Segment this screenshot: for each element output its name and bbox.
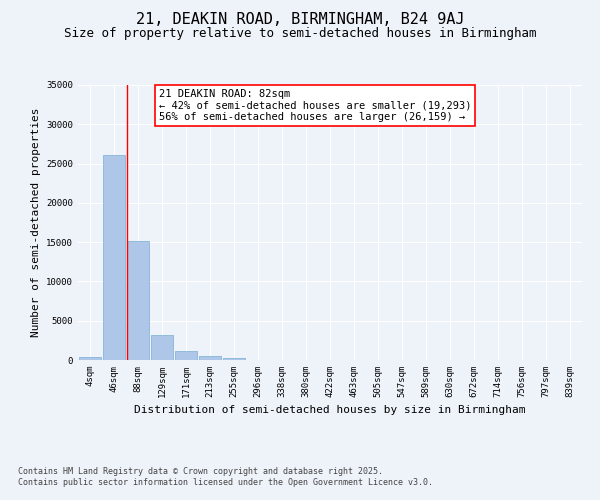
Bar [103,155,125,360]
Bar [223,358,245,360]
Text: 21 DEAKIN ROAD: 82sqm
← 42% of semi-detached houses are smaller (19,293)
56% of : 21 DEAKIN ROAD: 82sqm ← 42% of semi-deta… [158,89,471,122]
X-axis label: Distribution of semi-detached houses by size in Birmingham: Distribution of semi-detached houses by … [134,406,526,415]
Text: Size of property relative to semi-detached houses in Birmingham: Size of property relative to semi-detach… [64,28,536,40]
Text: 21, DEAKIN ROAD, BIRMINGHAM, B24 9AJ: 21, DEAKIN ROAD, BIRMINGHAM, B24 9AJ [136,12,464,28]
Text: Contains HM Land Registry data © Crown copyright and database right 2025.
Contai: Contains HM Land Registry data © Crown c… [18,468,433,487]
Bar [79,357,101,360]
Bar [199,356,221,360]
Bar [151,335,173,360]
Y-axis label: Number of semi-detached properties: Number of semi-detached properties [31,108,41,337]
Bar [175,352,197,360]
Bar [127,240,149,360]
